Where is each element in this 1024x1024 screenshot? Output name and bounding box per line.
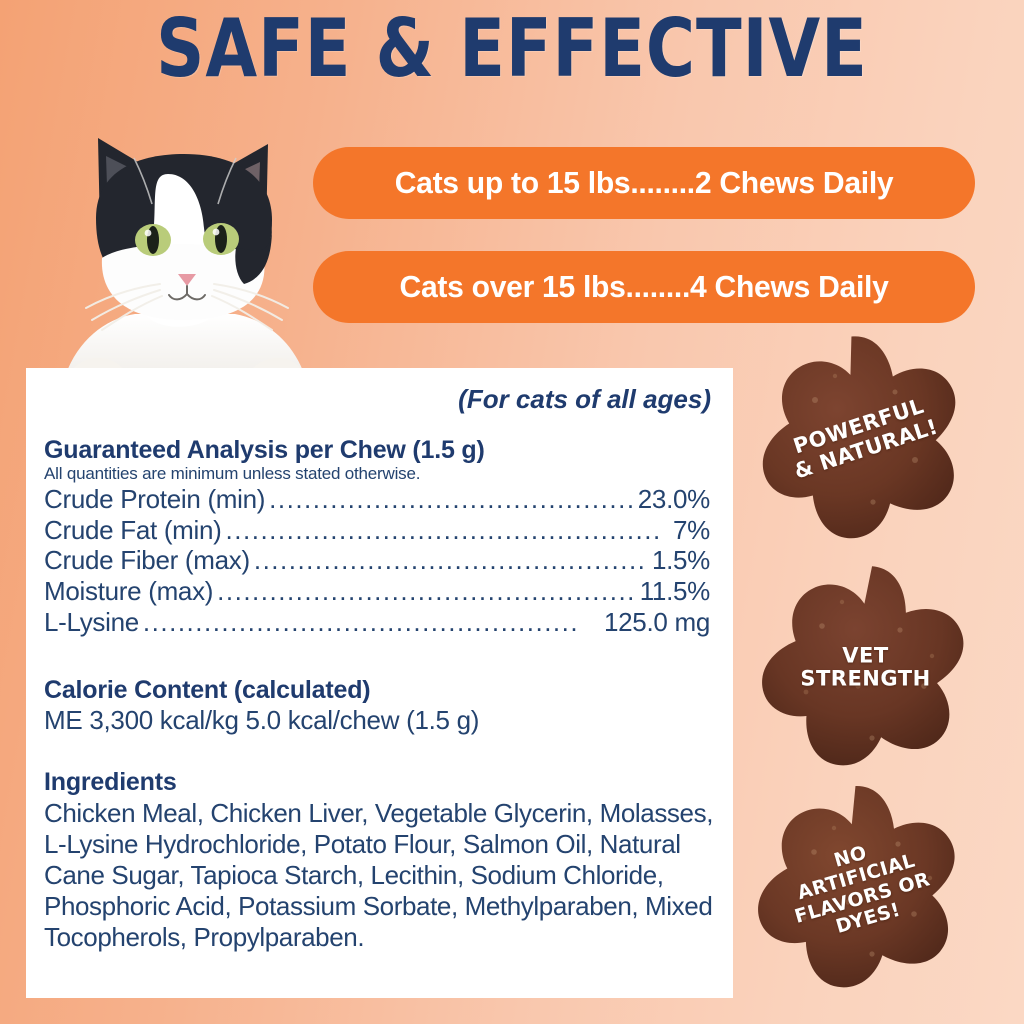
nutrition-panel: (For cats of all ages) Guaranteed Analys…: [26, 368, 733, 998]
calorie-content-section: Calorie Content (calculated) ME 3,300 kc…: [44, 676, 710, 736]
dot-leader: ........................................…: [142, 606, 580, 637]
dosage-pill-small-cats: Cats up to 15 lbs........2 Chews Daily: [313, 147, 975, 219]
analysis-value: 11.5%: [639, 576, 711, 607]
calorie-content-line: ME 3,300 kcal/kg 5.0 kcal/chew (1.5 g): [44, 705, 480, 735]
calorie-content-heading: Calorie Content (calculated): [44, 676, 371, 704]
table-row: Moisture (max) .........................…: [44, 576, 710, 607]
guaranteed-analysis-subnote: All quantities are minimum unless stated…: [44, 464, 421, 483]
star-chew-icon: [762, 566, 964, 766]
guaranteed-analysis-section: Guaranteed Analysis per Chew (1.5 g) All…: [44, 436, 710, 637]
analysis-value: 23.0%: [637, 484, 711, 514]
table-row: Crude Fiber (max) ......................…: [44, 545, 710, 576]
dot-leader: ........................................…: [253, 545, 648, 576]
dot-leader: ........................................…: [269, 484, 634, 514]
table-row: L-Lysine ...............................…: [44, 607, 710, 638]
analysis-label: Crude Protein (min): [44, 484, 266, 514]
analysis-label: Moisture (max): [44, 576, 214, 607]
guaranteed-analysis-heading: Guaranteed Analysis per Chew (1.5 g): [44, 436, 485, 464]
analysis-label: Crude Fiber (max): [44, 545, 250, 576]
chew-badge-vet-strength: VET STRENGTH: [748, 560, 983, 775]
for-all-ages-note: (For cats of all ages): [458, 384, 711, 414]
analysis-label: L-Lysine: [44, 606, 139, 637]
analysis-label: Crude Fat (min): [44, 514, 222, 545]
table-row: Crude Protein (min) ....................…: [44, 484, 710, 515]
dosage-pill-small-cats-label: Cats up to 15 lbs........2 Chews Daily: [394, 165, 894, 200]
dot-leader: ........................................…: [217, 576, 636, 607]
dosage-pill-large-cats: Cats over 15 lbs........4 Chews Daily: [313, 251, 975, 323]
dot-leader: ........................................…: [225, 514, 662, 545]
star-chew-icon: [762, 336, 956, 539]
dosage-pill-large-cats-label: Cats over 15 lbs........4 Chews Daily: [399, 269, 889, 304]
ingredients-section: Ingredients Chicken Meal, Chicken Liver,…: [44, 768, 726, 953]
table-row: Crude Fat (min) ........................…: [44, 515, 710, 546]
chew-badge-vet-strength-label: VET STRENGTH: [800, 642, 931, 691]
star-chew-icon: [758, 786, 955, 988]
chew-badge-no-artificial: NO ARTIFICIAL FLAVORS OR DYES!: [742, 780, 977, 995]
ingredients-heading: Ingredients: [44, 768, 177, 796]
analysis-value: 125.0 mg: [603, 606, 710, 637]
analysis-value: 1.5%: [651, 545, 710, 576]
ingredients-body: Chicken Meal, Chicken Liver, Vegetable G…: [44, 798, 714, 952]
analysis-value: 7%: [673, 514, 710, 545]
chew-badge-powerful-natural: POWERFUL & NATURAL!: [745, 330, 980, 545]
page-title: SAFE & EFFECTIVE: [156, 0, 868, 96]
